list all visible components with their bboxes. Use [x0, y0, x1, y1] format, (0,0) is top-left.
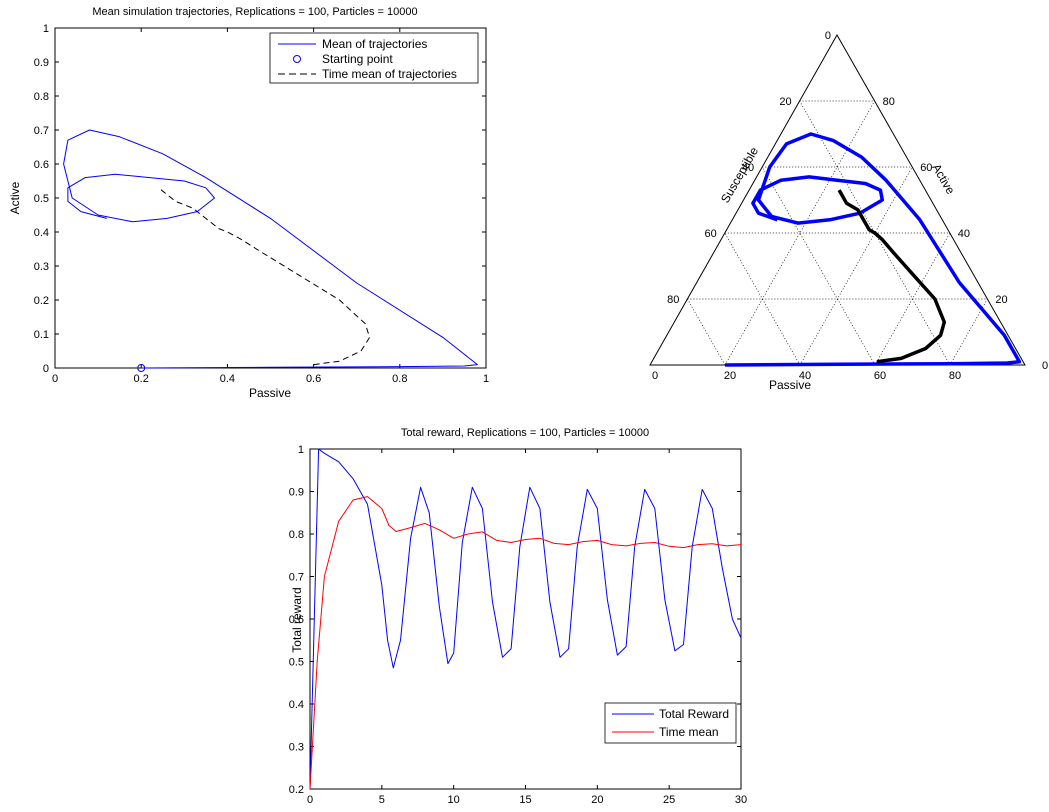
ternary-tick-left: 40 [742, 162, 754, 174]
chart3-xtick-label: 30 [735, 794, 747, 806]
chart3-ytick-label: 0.3 [289, 742, 304, 754]
chart3-legend-label-reward: Total Reward [659, 707, 729, 721]
chart3-xtick-label: 0 [307, 794, 313, 806]
chart1-xtick-label: 0.8 [392, 373, 407, 385]
chart3-ytick-label: 0.6 [289, 614, 304, 626]
chart3-ytick-label: 0.2 [289, 784, 304, 796]
chart3-series-line [309, 448, 742, 790]
chart1-xtick-label: 0.6 [306, 373, 321, 385]
ternary-series-line [837, 189, 947, 364]
chart3-xtick-label: 5 [379, 794, 385, 806]
chart3-ytick-label: 0.8 [289, 529, 304, 541]
chart1-legend-label-timemean: Time mean of trajectories [322, 67, 457, 81]
ternary-grid-line [687, 298, 726, 366]
ternary-tick-bottom-right: 0 [1042, 360, 1048, 372]
chart1-xtick-label: 0.4 [220, 373, 235, 385]
chart3-xtick-label: 20 [591, 794, 603, 806]
chart3-x-ticks: 0 5 10 15 20 25 30 [307, 449, 747, 806]
ternary-tick-bottom: 0 [652, 370, 658, 382]
chart1-xlabel: Passive [249, 386, 291, 400]
chart1-ytick-label: 0.7 [34, 125, 49, 137]
chart3-xtick-label: 10 [448, 794, 460, 806]
ternary-frame [649, 33, 1026, 366]
ternary-series [724, 132, 1022, 367]
chart1-ytick-label: 0.3 [34, 261, 49, 273]
chart3-ytick-label: 0.9 [289, 487, 304, 499]
ternary-ticks: 0 20 40 60 80 20 40 60 80 20 40 60 80 0 0 [652, 30, 1048, 382]
ternary-tick-left: 60 [705, 228, 717, 240]
chart3-y-ticks: 0.2 0.3 0.4 0.5 0.6 0.7 0.8 0.9 1 [289, 444, 741, 796]
chart1-ytick-label: 0 [43, 363, 49, 375]
ternary-tick-right: 60 [920, 162, 932, 174]
ternary-axis-bottom: Passive [769, 378, 811, 392]
ternary-tick-left: 20 [779, 96, 791, 108]
ternary-grid-line [761, 166, 876, 366]
chart3-title: Total reward, Replications = 100, Partic… [401, 427, 649, 439]
chart1-ytick-label: 0.9 [34, 57, 49, 69]
chart3-xtick-label: 25 [663, 794, 675, 806]
chart1-ytick-label: 0.8 [34, 91, 49, 103]
reward-chart: Total reward, Replications = 100, Partic… [289, 427, 747, 806]
trajectory-chart: Mean simulation trajectories, Replicatio… [8, 6, 489, 400]
chart3-ytick-label: 0.7 [289, 572, 304, 584]
chart1-xtick-label: 0 [52, 373, 58, 385]
chart1-xtick-label: 1 [483, 373, 489, 385]
chart3-legend-box [604, 702, 737, 744]
ternary-tick-bottom: 40 [799, 370, 811, 382]
chart1-ytick-label: 0.6 [34, 159, 49, 171]
chart1-legend-marker-start [293, 55, 301, 63]
ternary-axis-right: Active [929, 161, 958, 197]
chart1-y-ticks: 0 0.1 0.2 0.3 0.4 0.5 0.6 0.7 0.8 0.9 1 [34, 23, 486, 375]
ternary-grid-line [874, 232, 951, 366]
ternary-tick-apex: 0 [825, 30, 831, 42]
chart3-series-line [309, 496, 742, 790]
chart3-ylabel: Total reward [290, 587, 304, 652]
ternary-grid-line [799, 166, 913, 366]
chart3-xtick-label: 15 [519, 794, 531, 806]
chart1-legend-label-start: Starting point [322, 52, 393, 66]
chart1-ytick-label: 0.5 [34, 193, 49, 205]
chart1-title: Mean simulation trajectories, Replicatio… [92, 6, 417, 18]
ternary-axis-left: Susceptible [718, 144, 761, 205]
chart3-ytick-label: 1 [298, 444, 304, 456]
ternary-tick-bottom: 20 [724, 370, 736, 382]
chart1-series-marker [137, 364, 146, 372]
chart3-legend-label-timemean: Time mean [659, 725, 719, 739]
chart1-legend: Mean of trajectories Starting point Time… [269, 32, 479, 84]
chart3-series [309, 448, 742, 790]
ternary-tick-bottom: 60 [874, 370, 886, 382]
ternary-tick-right: 80 [883, 96, 895, 108]
chart1-legend-label-mean: Mean of trajectories [322, 37, 427, 51]
chart3-legend: Total Reward Time mean [604, 702, 737, 744]
ternary-grid-line [724, 232, 801, 366]
chart1-legend-box [269, 32, 479, 84]
ternary-tick-right: 40 [958, 228, 970, 240]
chart1-xtick-label: 0.2 [134, 373, 149, 385]
ternary-tick-bottom: 80 [949, 370, 961, 382]
ternary-tick-left: 80 [667, 294, 679, 306]
chart1-ylabel: Active [8, 181, 22, 214]
ternary-series-line [724, 132, 1022, 367]
chart3-ytick-label: 0.4 [289, 699, 304, 711]
ternary-grid-line [724, 100, 875, 366]
chart1-series-line [63, 129, 478, 369]
chart1-series [63, 129, 478, 372]
chart1-ytick-label: 1 [43, 23, 49, 35]
ternary-tick-right: 20 [995, 294, 1007, 306]
chart1-ytick-label: 0.4 [34, 227, 49, 239]
chart1-ytick-label: 0.1 [34, 329, 49, 341]
chart1-ytick-label: 0.2 [34, 295, 49, 307]
chart3-ytick-label: 0.5 [289, 657, 304, 669]
